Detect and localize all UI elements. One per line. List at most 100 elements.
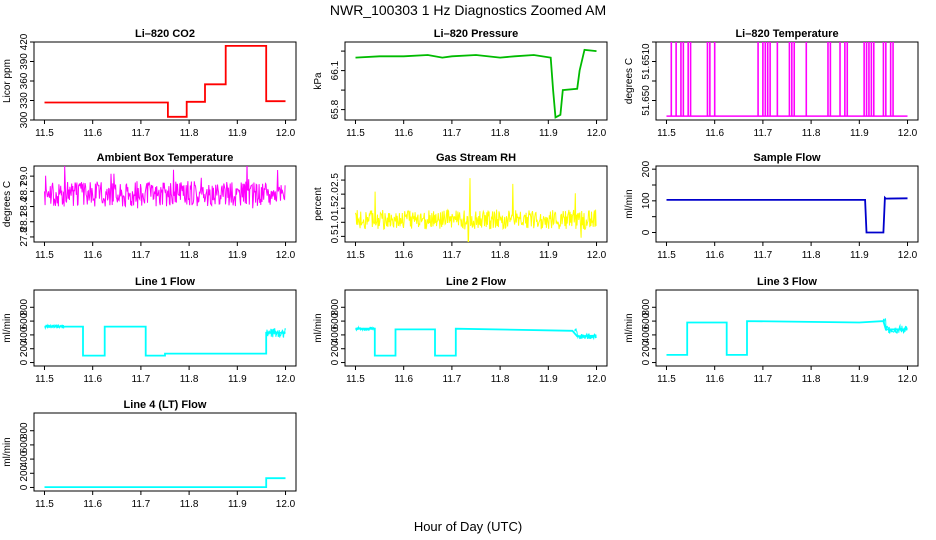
x-tick-label: 11.7 [132, 128, 151, 139]
x-tick-label: 12.0 [276, 250, 296, 261]
x-tick-label: 11.7 [443, 250, 462, 261]
y-tick-label: 28.4 [19, 196, 30, 216]
noise-line [265, 328, 286, 338]
y-tick-label: 400 [641, 326, 652, 343]
y-axis-label: ml/min [2, 313, 13, 342]
noise-line [882, 318, 908, 334]
x-tick-label: 11.5 [346, 128, 365, 139]
panel-title: Line 2 Flow [446, 276, 506, 288]
x-tick-label: 11.7 [754, 374, 773, 385]
x-tick-label: 11.6 [705, 374, 724, 385]
y-tick-label: 1.0 [330, 215, 341, 229]
y-tick-label: 600 [641, 312, 652, 329]
y-tick-label: 27.8 [19, 227, 30, 247]
y-tick-label: 0 [19, 484, 30, 490]
y-tick-label: 0 [19, 359, 30, 365]
panel-title: Gas Stream RH [436, 152, 516, 164]
panel-2: Li–820 Pressure 11.5 11.6 11.7 11.8 11.9 12.0 6… [313, 28, 608, 139]
x-tick-label: 11.9 [539, 128, 558, 139]
y-tick-label: 200 [641, 160, 652, 177]
x-tick-label: 11.7 [132, 499, 151, 510]
x-tick-label: 11.9 [539, 250, 558, 261]
x-tick-label: 11.9 [850, 250, 869, 261]
series-line [666, 320, 908, 356]
y-tick-label: 400 [19, 326, 30, 343]
y-tick-label: 800 [19, 422, 30, 439]
panel-title: Ambient Box Temperature [97, 152, 234, 164]
x-tick-label: 11.7 [443, 374, 462, 385]
x-tick-label: 11.8 [491, 250, 510, 261]
y-tick-label: 400 [19, 450, 30, 467]
x-tick-label: 11.5 [346, 250, 365, 261]
x-tick-label: 11.5 [35, 250, 54, 261]
y-axis-label: Licor ppm [2, 59, 13, 103]
x-tick-label: 12.0 [276, 128, 296, 139]
x-tick-label: 11.6 [705, 250, 724, 261]
x-tick-label: 11.7 [443, 128, 462, 139]
x-tick-label: 11.6 [83, 499, 102, 510]
plot-frame [33, 165, 297, 243]
data-layer [355, 325, 597, 357]
y-tick-label: 66.1 [330, 60, 341, 80]
panel-title: Sample Flow [753, 152, 821, 164]
y-tick-label: 65.8 [330, 99, 341, 119]
y-tick-label: 51.650 [641, 85, 652, 116]
x-tick-label: 12.0 [276, 374, 296, 385]
y-tick-label: 0.5 [330, 229, 341, 243]
figure-x-label: Hour of Day (UTC) [414, 519, 522, 534]
figure-title: NWR_100303 1 Hz Diagnostics Zoomed AM [330, 2, 606, 18]
x-tick-label: 11.8 [802, 128, 821, 139]
x-tick-label: 11.5 [657, 250, 676, 261]
y-axis-label: ml/min [2, 437, 13, 466]
x-tick-label: 11.8 [180, 499, 199, 510]
x-tick-label: 12.0 [898, 250, 918, 261]
x-tick-label: 11.6 [83, 128, 102, 139]
x-tick-label: 11.9 [228, 128, 247, 139]
x-tick-label: 11.6 [83, 374, 102, 385]
y-tick-label: 330 [19, 92, 30, 109]
x-tick-label: 11.9 [539, 374, 558, 385]
y-tick-label: 800 [330, 298, 341, 315]
data-layer [44, 45, 286, 118]
x-tick-label: 11.8 [180, 128, 199, 139]
x-tick-label: 11.7 [132, 250, 151, 261]
x-tick-label: 11.8 [180, 250, 199, 261]
x-tick-label: 11.5 [657, 128, 676, 139]
plot-frame [33, 412, 297, 492]
series-line [44, 325, 286, 357]
y-axis-label: percent [313, 187, 324, 221]
y-tick-label: 29.0 [19, 166, 30, 186]
panel-title: Li–820 Pressure [434, 28, 518, 40]
panel-4: Ambient Box Temperature 11.5 11.6 11.7 11.8 1… [2, 152, 297, 261]
x-tick-label: 12.0 [898, 374, 918, 385]
plot-frame [33, 289, 297, 367]
x-tick-label: 11.9 [228, 499, 247, 510]
panel-title: Li–820 CO2 [135, 28, 195, 40]
y-axis-label: degrees C [624, 58, 635, 104]
x-tick-label: 11.8 [491, 374, 510, 385]
x-tick-label: 11.5 [35, 374, 54, 385]
series-line [44, 166, 286, 209]
x-tick-label: 11.5 [346, 374, 365, 385]
y-tick-label: 100 [641, 192, 652, 209]
x-tick-label: 11.9 [228, 374, 247, 385]
x-tick-label: 11.5 [35, 128, 54, 139]
panel-title: Li–820 Temperature [735, 28, 838, 40]
y-axis-label: ml/min [313, 313, 324, 342]
panel-title: Line 4 (LT) Flow [124, 399, 207, 411]
plot-frame [655, 41, 919, 121]
y-tick-label: 800 [19, 298, 30, 315]
panel-9: Line 3 Flow 11.5 11.6 11.7 11.8 11.9 12.0 0 2004… [624, 276, 919, 385]
noise-line [44, 323, 65, 330]
x-tick-label: 12.0 [276, 499, 296, 510]
y-tick-label: 28.1 [19, 212, 30, 232]
data-layer [355, 48, 597, 119]
series-line [355, 327, 597, 357]
data-layer [666, 318, 908, 356]
panel-title: Line 1 Flow [135, 276, 195, 288]
y-tick-label: 800 [641, 298, 652, 315]
y-tick-label: 600 [330, 312, 341, 329]
y-tick-label: 1.5 [330, 201, 341, 215]
panel-title: Line 3 Flow [757, 276, 817, 288]
series-line [355, 178, 597, 242]
